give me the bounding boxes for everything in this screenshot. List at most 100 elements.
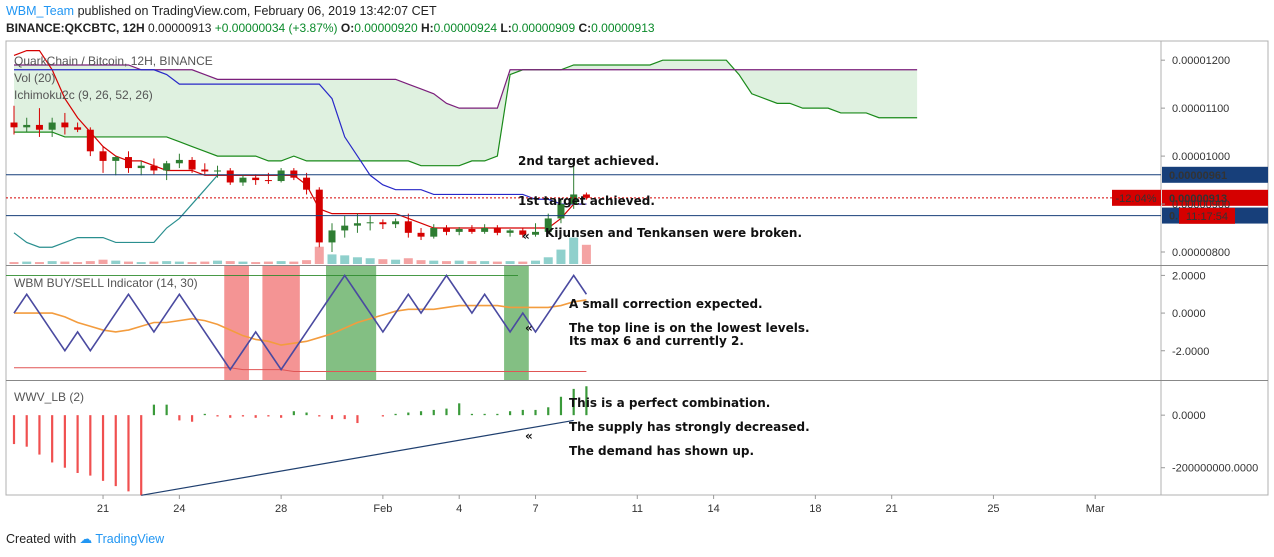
candle-body bbox=[303, 177, 311, 190]
volume-bar bbox=[340, 255, 350, 264]
lagging-span-line bbox=[13, 174, 294, 248]
lower-band-line bbox=[14, 367, 587, 372]
volume-bar bbox=[531, 260, 541, 264]
volume-bar bbox=[47, 261, 57, 264]
publisher-username[interactable]: WBM_Team bbox=[6, 4, 75, 18]
volume-legend: Vol (20) bbox=[14, 71, 55, 85]
volume-bar bbox=[187, 262, 197, 264]
y-tick-label: -2.0000 bbox=[1172, 346, 1209, 358]
price-pane: 0.000009610.000008760.00000913-12.04%11:… bbox=[6, 49, 1268, 264]
close-value: 0.00000913 bbox=[591, 21, 655, 35]
candle-body bbox=[150, 165, 158, 171]
symbol-line: BINANCE:QKCBTC, 12H 0.00000913 +0.000000… bbox=[6, 21, 655, 35]
senkou-span-b-line bbox=[14, 64, 918, 109]
annotation-kijun-tenkan: Kijunsen and Tenkansen were broken. bbox=[545, 226, 802, 240]
y-tick-label: 0.0000 bbox=[1172, 410, 1206, 422]
highlight-zone bbox=[262, 266, 300, 380]
candle-body bbox=[379, 222, 387, 225]
volume-bar bbox=[569, 237, 579, 264]
annotation-supply: The supply has strongly decreased. bbox=[569, 420, 810, 434]
candle-body bbox=[99, 151, 107, 161]
annotation-demand: The demand has shown up. bbox=[569, 444, 754, 458]
x-tick-label: 4 bbox=[456, 503, 462, 515]
candle-body bbox=[353, 223, 361, 226]
x-tick-label: Mar bbox=[1086, 503, 1105, 515]
candle-body bbox=[519, 230, 527, 235]
candle-body bbox=[188, 159, 196, 170]
candle-body bbox=[124, 157, 132, 169]
candle-body bbox=[264, 180, 272, 182]
candle-body bbox=[455, 228, 463, 232]
candle-body bbox=[277, 170, 285, 182]
change-tag bbox=[1112, 189, 1161, 206]
symbol-name: BINANCE:QKCBTC, 12H bbox=[6, 21, 145, 35]
candle-body bbox=[175, 159, 183, 164]
volume-bar bbox=[251, 262, 261, 264]
oscillator-pane: 2.0000 0.0000 -2.0000 WBM BUY/SELL Indicato… bbox=[6, 266, 1209, 380]
price-tag-label: 0.00000961 bbox=[1169, 170, 1227, 182]
publisher-line: WBM_Team published on TradingView.com, F… bbox=[6, 4, 437, 18]
y-tick-label: -200000000.0000 bbox=[1172, 463, 1258, 475]
volume-bar bbox=[467, 261, 477, 264]
x-tick-label: 21 bbox=[97, 503, 109, 515]
chevron-left-icon: « bbox=[525, 429, 533, 443]
wwv-pane: 0.0000 -200000000.0000 WWV_LB (2) « This is … bbox=[12, 386, 1258, 496]
highlight-zone bbox=[326, 266, 377, 380]
countdown-label: 11:17:54 bbox=[1186, 211, 1228, 223]
volume-bar bbox=[123, 261, 133, 264]
ichimoku-cloud bbox=[14, 60, 918, 166]
candle-body bbox=[468, 228, 476, 232]
x-tick-label: 24 bbox=[173, 503, 185, 515]
candle-body bbox=[493, 228, 501, 233]
y-tick-label: 0.00000800 bbox=[1172, 247, 1230, 259]
tradingview-logo-icon: ☁ bbox=[79, 532, 93, 546]
candle-body bbox=[366, 222, 374, 224]
volume-bar bbox=[441, 261, 451, 264]
candle-body bbox=[35, 124, 43, 130]
tenkan-sen-line bbox=[13, 49, 587, 229]
volume-bar bbox=[391, 259, 401, 264]
volume-bar bbox=[581, 244, 591, 264]
high-label: H: bbox=[420, 21, 434, 35]
candle-body bbox=[137, 165, 145, 169]
tradingview-brand[interactable]: TradingView bbox=[95, 532, 165, 546]
published-info: published on TradingView.com, February 0… bbox=[77, 4, 437, 18]
annotation-top-line: The top line is on the lowest levels. bbox=[569, 321, 810, 335]
footer: Created with ☁ TradingView bbox=[6, 531, 164, 546]
candle-body bbox=[61, 122, 69, 128]
x-tick-label: 7 bbox=[532, 503, 538, 515]
candle-body bbox=[544, 218, 552, 232]
candle-body bbox=[481, 228, 489, 232]
candle-body bbox=[557, 204, 565, 219]
open-value: 0.00000920 bbox=[354, 21, 418, 35]
annotation-correction: A small correction expected. bbox=[569, 297, 763, 311]
volume-bar bbox=[162, 261, 172, 264]
volume-bar bbox=[480, 261, 490, 264]
chevron-left-icon: « bbox=[525, 321, 533, 335]
annotation-1st-target: 1st target achieved. bbox=[518, 194, 655, 208]
annotation-max: Its max 6 and currently 2. bbox=[569, 334, 744, 348]
x-tick-label: 11 bbox=[632, 503, 643, 515]
candle-body bbox=[392, 221, 400, 225]
candle-body bbox=[74, 127, 82, 130]
volume-bar bbox=[73, 262, 83, 264]
signal-line bbox=[14, 299, 587, 346]
senkou-span-a-line bbox=[14, 59, 918, 167]
candle-body bbox=[506, 230, 514, 233]
candle-body bbox=[430, 228, 438, 237]
oscillator-title: WBM BUY/SELL Indicator (14, 30) bbox=[14, 276, 198, 290]
volume-bar bbox=[365, 258, 375, 264]
volume-bar bbox=[429, 260, 439, 264]
y-tick-label: 0.00001000 bbox=[1172, 151, 1230, 163]
chevron-left-icon: « bbox=[522, 229, 530, 243]
x-tick-label: 14 bbox=[707, 503, 719, 515]
volume-bar bbox=[85, 261, 95, 264]
volume-bar bbox=[289, 261, 299, 264]
volume-bar bbox=[378, 259, 388, 264]
volume-bar bbox=[174, 261, 184, 264]
current-price-tag bbox=[1162, 189, 1268, 206]
annotation-2nd-target: 2nd target achieved. bbox=[518, 154, 659, 168]
volume-bar bbox=[9, 262, 19, 264]
volume-bar bbox=[111, 260, 121, 264]
